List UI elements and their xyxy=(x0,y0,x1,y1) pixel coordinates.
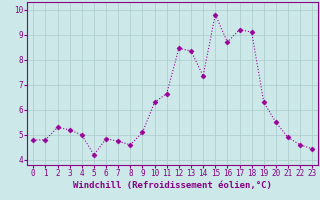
X-axis label: Windchill (Refroidissement éolien,°C): Windchill (Refroidissement éolien,°C) xyxy=(73,181,272,190)
